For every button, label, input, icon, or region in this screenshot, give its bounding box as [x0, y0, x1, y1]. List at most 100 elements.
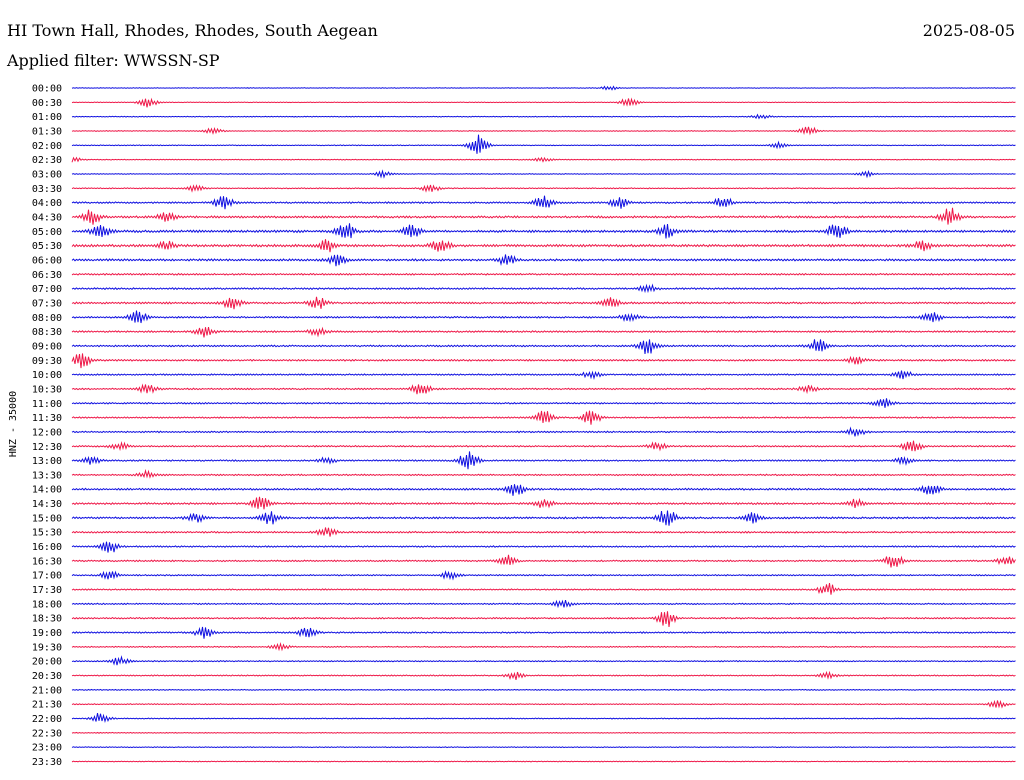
trace-row-1630: [71, 554, 1016, 568]
trace-row-2230: [71, 731, 1016, 734]
time-tick-label: 08:30: [32, 327, 62, 338]
time-tick-label: 05:30: [32, 241, 62, 252]
time-tick-label: 00:30: [32, 98, 62, 109]
time-tick-label: 10:30: [32, 384, 62, 395]
time-tick-label: 15:00: [32, 513, 62, 524]
time-tick-label: 06:30: [32, 270, 62, 281]
time-tick-label: 13:00: [32, 456, 62, 467]
trace-row-0300: [71, 169, 1016, 179]
time-tick-label: 10:00: [32, 370, 62, 381]
time-tick-label: 09:00: [32, 341, 62, 352]
time-tick-label: 08:00: [32, 313, 62, 324]
trace-row-1830: [71, 611, 1016, 628]
trace-row-0100: [71, 113, 1016, 120]
trace-row-0530: [71, 239, 1016, 253]
time-tick-label: 15:30: [32, 528, 62, 539]
time-tick-label: 17:00: [32, 571, 62, 582]
trace-row-1900: [71, 626, 1016, 639]
time-tick-label: 02:00: [32, 141, 62, 152]
time-tick-label: 02:30: [32, 155, 62, 166]
trace-row-0030: [71, 97, 1016, 108]
time-tick-label: 20:00: [32, 657, 62, 668]
trace-row-1200: [71, 426, 1016, 437]
trace-row-1000: [71, 370, 1016, 381]
trace-row-1300: [71, 451, 1016, 470]
trace-row-0730: [71, 296, 1016, 310]
date-label: 2025-08-05: [923, 21, 1015, 40]
trace-row-0900: [71, 339, 1016, 354]
time-tick-label: 21:30: [32, 700, 62, 711]
time-tick-label: 18:00: [32, 599, 62, 610]
trace-row-0130: [71, 126, 1016, 136]
trace-row-1030: [71, 383, 1016, 395]
time-tick-label: 22:00: [32, 714, 62, 725]
time-tick-label: 14:30: [32, 499, 62, 510]
trace-row-0330: [71, 184, 1016, 193]
trace-row-2200: [71, 713, 1016, 723]
time-tick-label: 11:30: [32, 413, 62, 424]
y-axis-label: HNZ - 35000: [8, 391, 19, 457]
time-tick-label: 09:30: [32, 356, 62, 367]
trace-row-0230: [71, 156, 1016, 163]
trace-row-1530: [71, 527, 1016, 537]
time-tick-label: 06:00: [32, 255, 62, 266]
time-tick-label: 12:30: [32, 442, 62, 453]
trace-row-2300: [71, 746, 1016, 749]
time-tick-label: 07:30: [32, 298, 62, 309]
time-tick-label: 16:30: [32, 556, 62, 567]
trace-row-0800: [71, 310, 1016, 324]
time-tick-label: 01:00: [32, 112, 62, 123]
trace-row-0200: [71, 134, 1016, 154]
time-tick-label: 16:00: [32, 542, 62, 553]
trace-row-0630: [71, 272, 1016, 276]
trace-row-0000: [71, 85, 1016, 91]
trace-row-0500: [71, 223, 1016, 239]
time-tick-label: 23:00: [32, 743, 62, 754]
trace-row-1800: [71, 599, 1016, 609]
trace-row-0830: [71, 326, 1016, 338]
time-tick-label: 22:30: [32, 728, 62, 739]
time-tick-label: 17:30: [32, 585, 62, 596]
trace-row-1930: [71, 641, 1016, 652]
trace-row-1430: [71, 496, 1016, 510]
time-tick-label: 18:30: [32, 614, 62, 625]
time-tick-label: 04:30: [32, 212, 62, 223]
time-tick-label: 20:30: [32, 671, 62, 682]
time-tick-label: 07:00: [32, 284, 62, 295]
time-tick-label: 05:00: [32, 227, 62, 238]
trace-row-0930: [71, 353, 1016, 369]
time-tick-label: 21:00: [32, 685, 62, 696]
trace-row-1600: [71, 541, 1016, 553]
trace-row-1230: [71, 440, 1016, 452]
station-title: HI Town Hall, Rhodes, Rhodes, South Aege…: [7, 21, 378, 40]
trace-row-0700: [71, 283, 1016, 294]
trace-row-1500: [71, 510, 1016, 526]
trace-row-0600: [71, 254, 1016, 267]
time-tick-label: 11:00: [32, 399, 62, 410]
time-tick-labels: 00:00 00:30 01:00 01:30 02:00 02:30 03:00 03:30…: [32, 84, 62, 769]
trace-row-2000: [71, 655, 1016, 666]
time-tick-label: 03:00: [32, 169, 62, 180]
trace-row-1330: [71, 468, 1016, 479]
filter-label: Applied filter: WWSSN-SP: [6, 51, 220, 70]
time-tick-label: 00:00: [32, 84, 62, 95]
time-tick-label: 23:30: [32, 757, 62, 768]
trace-row-1400: [71, 484, 1016, 496]
trace-row-2130: [71, 699, 1016, 709]
trace-row-2330: [71, 760, 1016, 763]
trace-row-1100: [71, 398, 1016, 408]
time-tick-label: 03:30: [32, 184, 62, 195]
trace-row-2100: [71, 688, 1016, 691]
time-tick-label: 04:00: [32, 198, 62, 209]
time-tick-label: 19:00: [32, 628, 62, 639]
time-tick-label: 19:30: [32, 642, 62, 653]
trace-row-0400: [71, 195, 1016, 210]
time-tick-label: 01:30: [32, 126, 62, 137]
time-tick-label: 12:00: [32, 427, 62, 438]
trace-row-1700: [71, 569, 1016, 581]
time-tick-label: 13:30: [32, 470, 62, 481]
trace-row-2030: [71, 670, 1016, 681]
trace-rows: [71, 85, 1016, 763]
